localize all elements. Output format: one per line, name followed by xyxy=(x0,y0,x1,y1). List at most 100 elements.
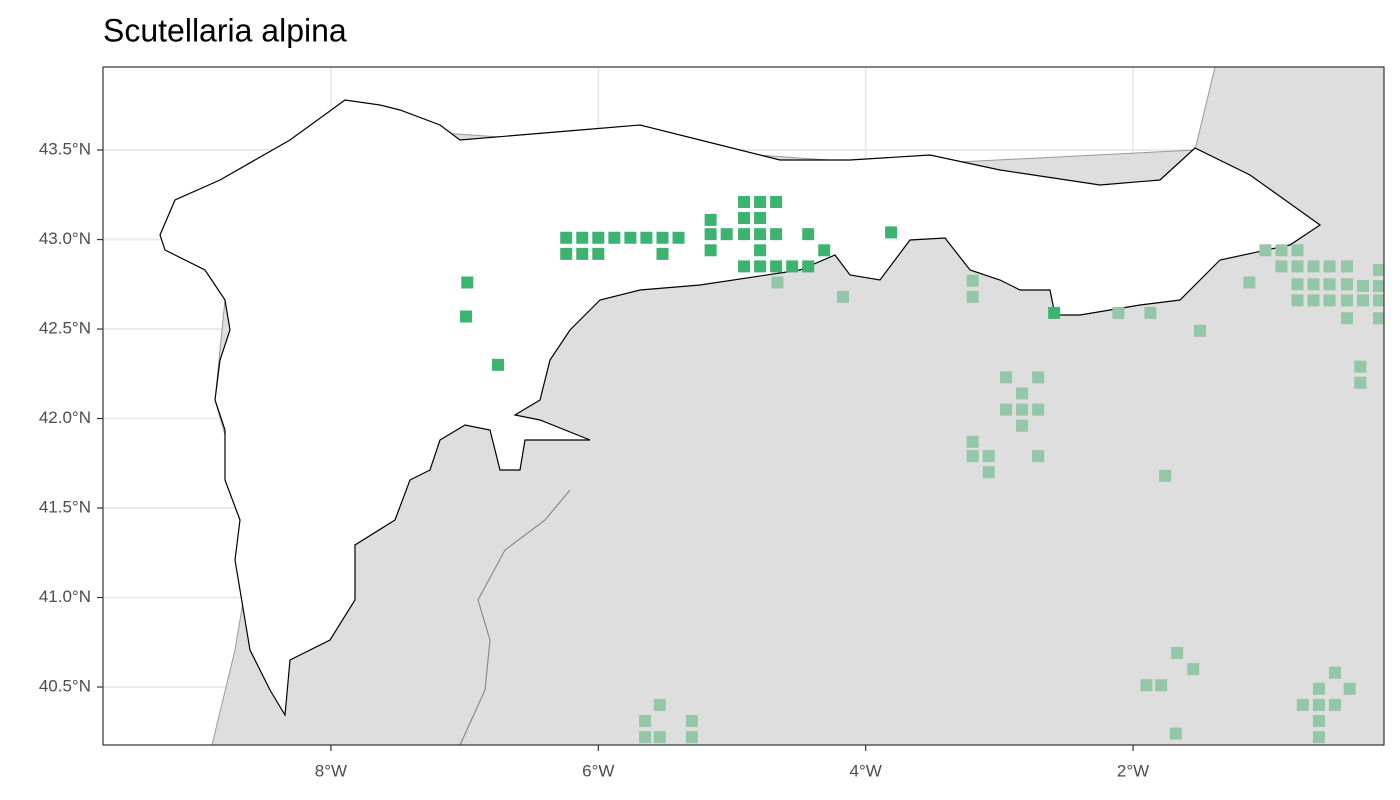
panel-border xyxy=(102,66,1385,746)
occurrence-point xyxy=(1275,244,1288,257)
occurrence-point xyxy=(1243,276,1256,289)
occurrence-point xyxy=(754,260,767,273)
occurrence-point xyxy=(656,247,669,260)
occurrence-point xyxy=(1112,306,1125,319)
occurrence-point xyxy=(836,290,849,303)
occurrence-point xyxy=(685,731,698,744)
occurrence-point xyxy=(770,195,783,208)
x-tick-label: 2°W xyxy=(1117,761,1149,780)
occurrence-point xyxy=(1373,312,1384,325)
occurrence-point xyxy=(1312,715,1325,728)
occurrence-point xyxy=(704,213,717,226)
occurrence-point xyxy=(966,290,979,303)
occurrence-point xyxy=(818,244,831,257)
occurrence-point xyxy=(1307,278,1320,291)
occurrence-point xyxy=(802,260,815,273)
occurrence-point xyxy=(1357,294,1370,307)
occurrence-point xyxy=(1187,663,1200,676)
occurrence-point xyxy=(1291,294,1304,307)
region-border xyxy=(459,489,571,745)
occurrence-point xyxy=(639,731,652,744)
occurrence-point xyxy=(754,212,767,225)
occurrence-point xyxy=(560,231,573,244)
y-tick-label: 40.5°N xyxy=(39,676,91,695)
occurrence-point xyxy=(720,228,733,241)
y-tick-label: 42.5°N xyxy=(39,319,91,338)
occurrence-point xyxy=(738,195,751,208)
occurrence-point xyxy=(754,244,767,257)
occurrence-point xyxy=(754,228,767,241)
occurrence-point xyxy=(1000,403,1013,416)
occurrence-point xyxy=(592,231,605,244)
occurrence-point xyxy=(1016,419,1029,432)
occurrence-point xyxy=(885,226,898,239)
occurrence-point xyxy=(770,228,783,241)
occurrence-point xyxy=(1291,278,1304,291)
occurrence-point xyxy=(1357,280,1370,293)
occurrence-point xyxy=(1323,278,1336,291)
y-tick-label: 43.5°N xyxy=(39,140,91,159)
occurrence-point xyxy=(1016,387,1029,400)
occurrence-point xyxy=(704,228,717,241)
occurrence-point xyxy=(1193,324,1206,337)
occurrence-point xyxy=(982,466,995,479)
occurrence-point xyxy=(1140,679,1153,692)
occurrence-point xyxy=(1373,294,1384,307)
occurrence-point xyxy=(656,231,669,244)
occurrence-point xyxy=(1291,244,1304,257)
occurrence-point xyxy=(1354,360,1367,373)
occurrence-point xyxy=(1275,260,1288,273)
occurrence-point xyxy=(1048,306,1061,319)
occurrence-point xyxy=(1169,727,1182,740)
x-tick-label: 6°W xyxy=(582,761,614,780)
occurrence-point xyxy=(1340,312,1353,325)
occurrence-point xyxy=(1016,403,1029,416)
occurrence-point xyxy=(754,195,767,208)
x-tick-label: 4°W xyxy=(850,761,882,780)
occurrence-point xyxy=(1343,682,1356,695)
y-tick-label: 41.5°N xyxy=(39,498,91,517)
occurrence-point xyxy=(1032,371,1045,384)
occurrence-point xyxy=(1159,469,1172,482)
occurrence-point xyxy=(966,435,979,448)
occurrence-point xyxy=(1340,260,1353,273)
occurrence-point xyxy=(640,231,653,244)
occurrence-point xyxy=(1312,682,1325,695)
occurrence-point xyxy=(653,698,666,711)
occurrence-point xyxy=(1323,260,1336,273)
occurrence-point xyxy=(771,276,784,289)
points xyxy=(459,195,1384,744)
occurrence-point xyxy=(1354,376,1367,389)
chart-title: Scutellaria alpina xyxy=(103,12,347,48)
occurrence-point xyxy=(1307,294,1320,307)
occurrence-point xyxy=(1259,244,1272,257)
occurrence-point xyxy=(685,715,698,728)
occurrence-point xyxy=(576,231,589,244)
occurrence-point xyxy=(459,310,472,323)
occurrence-point xyxy=(1171,647,1184,660)
occurrence-point xyxy=(1296,698,1309,711)
occurrence-point xyxy=(1312,698,1325,711)
occurrence-point xyxy=(592,247,605,260)
occurrence-point xyxy=(639,715,652,728)
occurrence-point xyxy=(1373,263,1384,276)
occurrence-point xyxy=(1328,666,1341,679)
occurrence-point xyxy=(966,450,979,463)
occurrence-point xyxy=(1328,698,1341,711)
occurrence-point xyxy=(802,228,815,241)
occurrence-point xyxy=(704,244,717,257)
occurrence-point xyxy=(1340,278,1353,291)
y-tick-label: 42.0°N xyxy=(39,408,91,427)
occurrence-point xyxy=(1323,294,1336,307)
occurrence-point xyxy=(966,274,979,287)
occurrence-point xyxy=(576,247,589,260)
occurrence-point xyxy=(770,260,783,273)
occurrence-point xyxy=(1000,371,1013,384)
y-tick-label: 43.0°N xyxy=(39,229,91,248)
occurrence-point xyxy=(653,731,666,744)
occurrence-point xyxy=(672,231,685,244)
map xyxy=(159,67,1384,745)
y-tick-label: 41.0°N xyxy=(39,587,91,606)
